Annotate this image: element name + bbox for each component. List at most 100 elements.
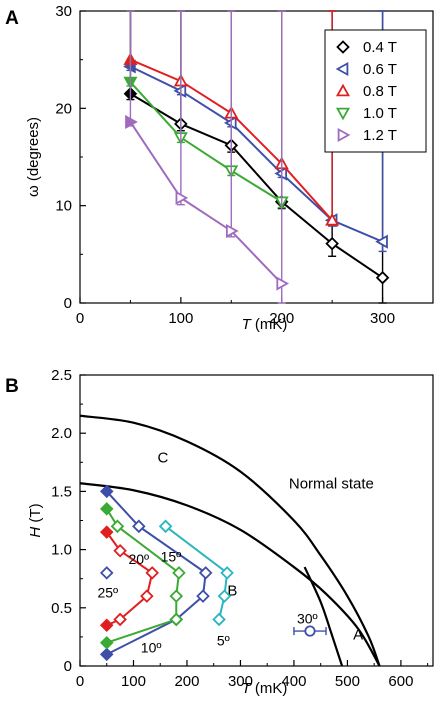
panel-a-series-line [129, 92, 384, 279]
panel-b-data-point [99, 618, 114, 633]
panel-b-series-line [164, 525, 229, 620]
panel-a-series-line [129, 121, 283, 285]
panel-a-legend-marker [335, 107, 351, 121]
panel-a-data-point [276, 276, 290, 291]
panel-b-x-tick-label: 100 [121, 673, 146, 690]
panel-a-y-tick-label: 20 [55, 100, 72, 117]
panel-b: B 0 100 200 300 400 500 600 0 0.5 1.0 1.5 2.0 2.5 T (m… [5, 367, 434, 697]
panel-b-data-point [99, 647, 114, 662]
panel-b-series-line [106, 490, 207, 656]
panel-a-x-tick-label: 0 [76, 310, 84, 327]
panel-a-data-point [375, 234, 388, 249]
panel-a-label: A [5, 8, 19, 29]
panel-b-data-point [220, 566, 234, 580]
panel-b-data-point [99, 484, 114, 499]
panel-b-data-point [99, 525, 114, 539]
panel-b-series-3 [99, 525, 159, 633]
panel-b-x-tick-label: 500 [335, 673, 360, 690]
panel-b-y-tick-label: 2.5 [51, 367, 72, 384]
panel-a-legend-marker [335, 83, 351, 97]
panel-b-x-tick-label: 200 [174, 673, 199, 690]
panel-b-data-point [217, 589, 232, 603]
panel-b-data-point [212, 612, 226, 627]
panel-b-series-4 [158, 519, 234, 627]
panel-b-y-axis-label: H (T) [27, 503, 44, 537]
panel-b-data-point [145, 566, 159, 580]
panel-b-region-label: B [227, 582, 237, 599]
panel-b-data-point [158, 519, 173, 534]
panel-a-data-point [125, 114, 138, 129]
panel-a-data-point [225, 223, 239, 239]
panel-b-series-line [105, 531, 154, 627]
panel-b-data-point [198, 566, 213, 580]
panel-b-phase-boundaries [80, 414, 381, 666]
panel-a-x-tick-label: 300 [370, 310, 395, 327]
panel-a-data-point [375, 270, 390, 285]
panel-b-data-point [99, 566, 114, 580]
panel-b-angle-label: 15º [161, 549, 182, 565]
panel-b-data-point [99, 635, 114, 650]
panel-b-angle-label: 5º [217, 632, 230, 648]
panel-b-data-point [304, 625, 316, 637]
panel-a-legend-label: 1.2 T [363, 127, 397, 144]
panel-b-angle-label: 10º [141, 639, 162, 655]
panel-b-region-label: C [157, 450, 168, 467]
panel-a-series-line [129, 81, 283, 203]
panel-b-x-tick-label: 0 [76, 673, 84, 690]
panel-b-series-1 [99, 484, 213, 662]
panel-a-legend-marker [336, 40, 350, 54]
panel-a-y-tick-label: 10 [55, 198, 72, 215]
panel-a-legend-marker [337, 127, 351, 143]
panel-b-boundary-3 [303, 566, 344, 666]
panel-b-data-point [113, 543, 127, 558]
panel-b-series-6 [293, 625, 327, 637]
panel-b-boundary-2 [80, 482, 381, 666]
panel-b-series-2 [99, 502, 186, 650]
panel-b-y-tick-label: 2.0 [51, 425, 72, 442]
panel-b-series-5 [99, 566, 114, 580]
panel-b-label: B [5, 376, 19, 397]
panel-a-x-tick-label: 200 [269, 310, 294, 327]
panel-a-legend: 0.4 T 0.6 T 0.8 T 1.0 T 1.2 T [324, 29, 427, 153]
panel-a-legend-label: 1.0 T [363, 105, 397, 122]
panel-a-legend-label: 0.8 T [363, 83, 397, 100]
panel-b-boundary-1 [80, 414, 381, 666]
panel-a-data-point [325, 212, 340, 226]
panel-a-series-4 [123, 10, 289, 210]
panel-b-data-point [172, 566, 186, 580]
panel-b-x-tick-label: 600 [388, 673, 413, 690]
panel-a: A 0 100 200 300 0 10 20 30 T (mK) ω (degrees) 0.4 T… [5, 3, 434, 333]
panel-b-angle-label: 30º [297, 610, 318, 626]
panel-b-region-label: Normal state [289, 475, 374, 492]
panel-b-data-point [110, 519, 125, 534]
panel-a-data-point [325, 236, 339, 251]
panel-b-y-tick-label: 1.0 [51, 542, 72, 559]
panel-b-y-tick-label: 0 [64, 658, 72, 675]
panel-a-y-tick-label: 0 [64, 295, 72, 312]
panel-b-data-point [196, 589, 210, 603]
panel-a-series-5 [125, 10, 290, 304]
panel-a-legend-marker [335, 61, 349, 77]
panel-a-x-tick-label: 100 [168, 310, 193, 327]
panel-a-y-tick-label: 30 [55, 3, 72, 20]
panel-b-y-tick-label: 0.5 [51, 600, 72, 617]
panel-a-legend-label: 0.4 T [363, 39, 397, 56]
panel-a-data-point [175, 190, 189, 205]
panel-b-data-point [169, 612, 184, 627]
panel-a-series-line [129, 65, 383, 243]
panel-b-data-point [169, 589, 184, 603]
panel-b-x-tick-label: 300 [228, 673, 253, 690]
panel-b-angle-label: 20º [128, 551, 149, 567]
panel-b-angle-label: 25º [97, 585, 118, 601]
panel-b-data-point [113, 612, 127, 627]
panel-a-legend-label: 0.6 T [363, 61, 397, 78]
panel-b-y-tick-label: 1.5 [51, 483, 72, 500]
panel-a-y-axis-label: ω (degrees) [25, 117, 42, 197]
panel-b-data-point [132, 519, 146, 534]
panel-b-region-label: A [353, 627, 363, 644]
panel-b-data-point [140, 589, 154, 603]
panel-b-data-point [99, 502, 114, 516]
panel-b-x-tick-label: 400 [281, 673, 306, 690]
panel-b-x-axis-label: T (mK) [242, 680, 288, 697]
